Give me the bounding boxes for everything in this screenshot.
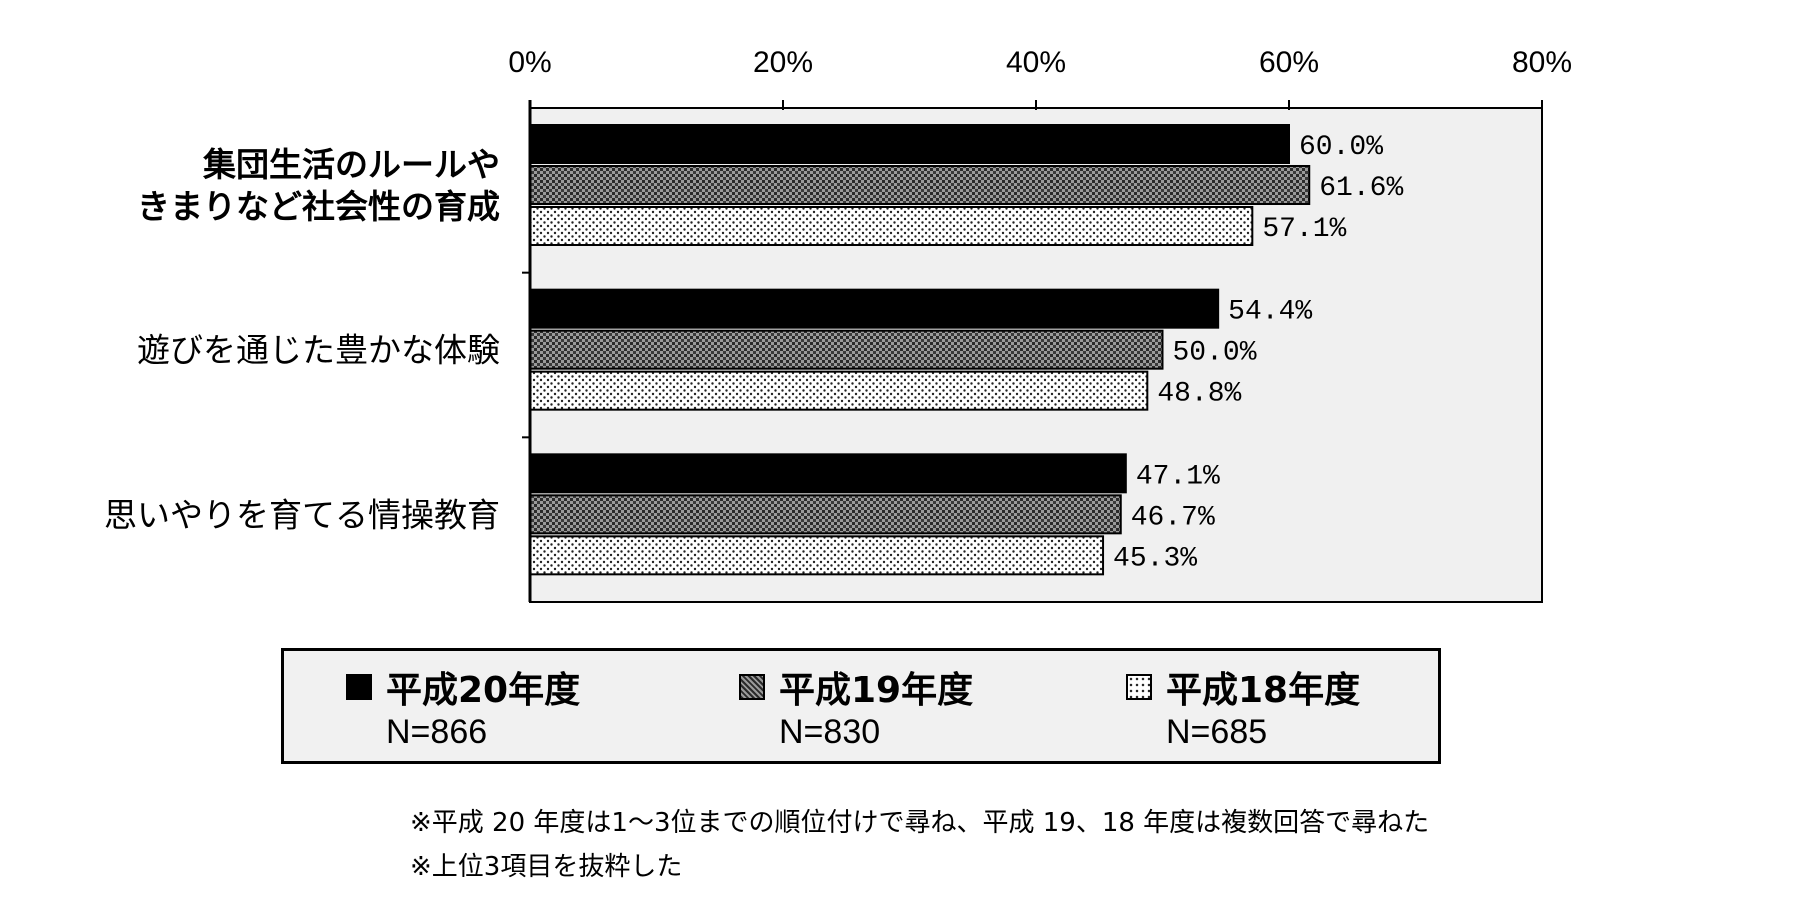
bar <box>529 370 1149 411</box>
legend-n-count: N=830 <box>779 713 881 751</box>
data-label: 61.6% <box>1319 173 1403 204</box>
x-tick-label: 40% <box>1006 46 1066 79</box>
data-label: 54.4% <box>1228 297 1312 328</box>
bar <box>529 124 1290 164</box>
data-label: 45.3% <box>1113 543 1197 574</box>
bar <box>529 288 1220 329</box>
bar-chart: 0% 20% 40% 60% 80% 60.0% 61.6% 57.1% 集団生活のルールやきま… <box>104 46 1572 603</box>
legend-item-h19: 平成19年度 N=830 <box>739 665 973 752</box>
legend-n-count: N=866 <box>386 713 488 751</box>
legend-label: 平成19年度 <box>779 670 974 711</box>
legend-n-count: N=685 <box>1166 713 1268 751</box>
data-label: 46.7% <box>1131 502 1215 533</box>
legend-swatch-dots <box>1126 674 1152 700</box>
bar <box>529 453 1127 494</box>
bar <box>529 329 1164 370</box>
legend-item-h20: 平成20年度 N=866 <box>346 665 580 752</box>
x-tick-label: 60% <box>1259 46 1319 79</box>
bar <box>529 494 1122 535</box>
x-tick-label: 80% <box>1512 46 1572 79</box>
legend-label: 平成18年度 <box>1166 670 1361 711</box>
category-label: きまりなど社会性の育成 <box>137 187 500 226</box>
bar <box>529 206 1254 246</box>
data-label: 50.0% <box>1173 338 1257 369</box>
data-label: 60.0% <box>1299 132 1383 163</box>
category-label: 集団生活のルールや <box>202 145 500 184</box>
legend-label: 平成20年度 <box>386 670 581 711</box>
legend-item-h18: 平成18年度 N=685 <box>1126 665 1360 752</box>
category-label: 思いやりを育てる情操教育 <box>104 495 500 534</box>
footnote-2: ※上位3項目を抜粋した <box>410 852 683 882</box>
footnote-1: ※平成 20 年度は1～3位までの順位付けで尋ね、平成 19、18 年度は複数回… <box>410 808 1430 838</box>
legend-swatch-hatch <box>739 674 765 700</box>
x-tick-label: 20% <box>753 46 813 79</box>
legend-swatch-solid <box>346 674 372 700</box>
category-label: 遊びを通じた豊かな体験 <box>137 331 500 370</box>
data-label: 57.1% <box>1262 214 1346 245</box>
x-tick-label: 0% <box>508 46 551 79</box>
bar <box>529 535 1105 576</box>
data-label: 48.8% <box>1157 379 1241 410</box>
bar <box>529 165 1311 205</box>
legend: 平成20年度 N=866 平成19年度 N=830 平成18年度 N=685 <box>281 648 1441 764</box>
data-label: 47.1% <box>1136 461 1220 492</box>
